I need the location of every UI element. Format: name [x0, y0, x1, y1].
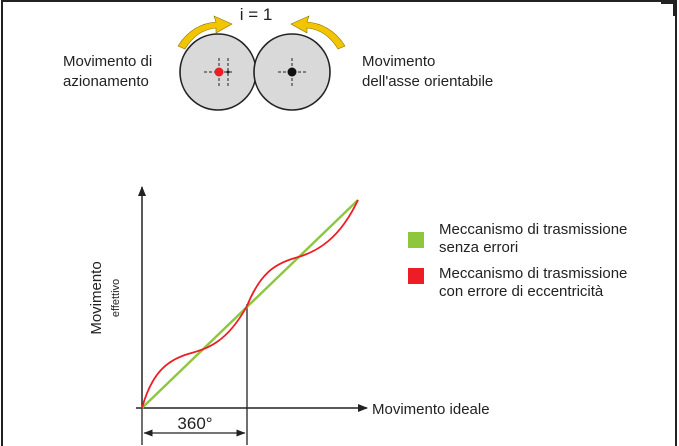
eccentric-center-icon [214, 67, 224, 77]
ideal-transmission-line [141, 199, 359, 409]
drive-label-line2: azionamento [63, 73, 149, 90]
rotation-arrows [177, 15, 346, 50]
axis-center-icon [287, 67, 297, 77]
counterclockwise-arrow-icon [290, 15, 346, 50]
legend-swatch-ideal [408, 232, 424, 248]
legend-ideal-line2: senza errori [439, 239, 518, 256]
legend-eccentric-line1: Meccanismo di trasmissione [439, 265, 627, 282]
ratio-label: i = 1 [240, 5, 273, 24]
y-axis-sublabel: effettivo [110, 279, 122, 317]
legend: Meccanismo di trasmissione senza errori … [408, 221, 627, 300]
y-axis-label: Movimento [88, 261, 105, 334]
x-axis-label: Movimento ideale [372, 401, 490, 418]
frame-corner-mark [661, 2, 675, 16]
legend-eccentric-line2: con errore di eccentricità [439, 283, 604, 300]
axis-label-line1: Movimento [362, 53, 435, 70]
drive-label-line1: Movimento di [63, 53, 152, 70]
legend-swatch-eccentric [408, 268, 424, 284]
gear-pair [179, 33, 331, 111]
axis-label-line2: dell'asse orientabile [362, 73, 493, 90]
period-label: 360° [177, 414, 212, 433]
legend-ideal-line1: Meccanismo di trasmissione [439, 221, 627, 238]
eccentric-transmission-curve [141, 199, 359, 409]
drive-center-dot [226, 70, 230, 74]
clockwise-arrow-icon [177, 15, 233, 50]
